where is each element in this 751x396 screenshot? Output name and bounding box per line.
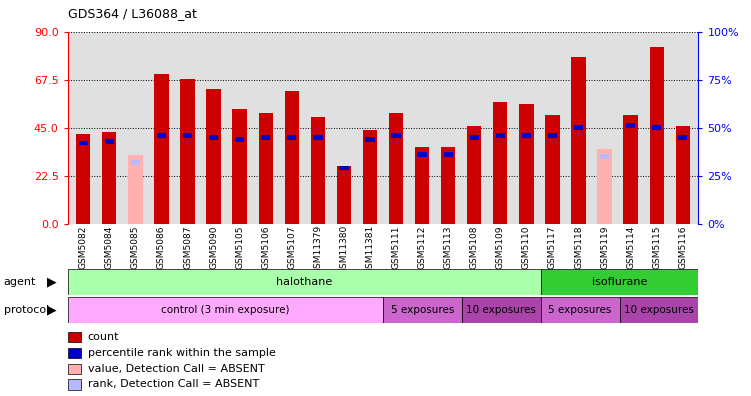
Bar (493, 102, 508, 224)
Bar (547, 133, 557, 138)
Bar (235, 137, 244, 142)
Bar (418, 152, 427, 157)
Bar (68, 332, 81, 342)
Bar (365, 137, 375, 142)
Bar (623, 115, 638, 224)
Bar (650, 47, 664, 224)
Text: 5 exposures: 5 exposures (391, 305, 454, 315)
Bar (287, 135, 297, 140)
Text: halothane: halothane (276, 277, 332, 287)
Bar (391, 133, 401, 138)
Bar (519, 104, 533, 224)
Bar (469, 135, 479, 140)
Bar (572, 57, 586, 224)
Bar (600, 154, 609, 159)
Text: 5 exposures: 5 exposures (548, 305, 612, 315)
Bar (626, 124, 635, 128)
Bar (313, 135, 322, 140)
Text: 10 exposures: 10 exposures (624, 305, 694, 315)
Text: ▶: ▶ (47, 276, 56, 289)
Text: rank, Detection Call = ABSENT: rank, Detection Call = ABSENT (88, 379, 259, 389)
Bar (182, 133, 192, 138)
Text: count: count (88, 332, 119, 342)
Bar (128, 156, 143, 224)
Bar (444, 152, 453, 157)
Bar (68, 269, 541, 295)
Bar (620, 297, 698, 323)
Bar (131, 160, 140, 165)
Bar (207, 89, 221, 224)
Text: 10 exposures: 10 exposures (466, 305, 536, 315)
Bar (652, 126, 662, 130)
Bar (383, 297, 462, 323)
Bar (68, 379, 81, 390)
Bar (68, 364, 81, 374)
Text: percentile rank within the sample: percentile rank within the sample (88, 348, 276, 358)
Bar (597, 149, 612, 224)
Bar (157, 133, 166, 138)
Text: value, Detection Call = ABSENT: value, Detection Call = ABSENT (88, 364, 264, 373)
Bar (336, 166, 351, 224)
Text: agent: agent (4, 277, 36, 287)
Bar (68, 297, 383, 323)
Bar (233, 109, 247, 224)
Bar (79, 141, 88, 145)
Bar (76, 134, 90, 224)
Bar (363, 130, 377, 224)
Bar (180, 79, 195, 224)
Bar (311, 117, 325, 224)
Bar (339, 166, 348, 170)
Bar (545, 115, 559, 224)
Bar (676, 126, 690, 224)
Bar (154, 74, 169, 224)
Bar (261, 135, 270, 140)
Bar (574, 126, 584, 130)
Bar (522, 133, 531, 138)
Bar (102, 132, 116, 224)
Bar (496, 133, 505, 138)
Bar (462, 297, 541, 323)
Text: isoflurane: isoflurane (592, 277, 647, 287)
Bar (209, 135, 219, 140)
Bar (541, 269, 698, 295)
Bar (415, 147, 430, 224)
Bar (104, 139, 114, 143)
Bar (389, 113, 403, 224)
Text: control (3 min exposure): control (3 min exposure) (161, 305, 290, 315)
Bar (68, 348, 81, 358)
Bar (678, 135, 687, 140)
Bar (541, 297, 620, 323)
Text: GDS364 / L36088_at: GDS364 / L36088_at (68, 7, 197, 20)
Bar (441, 147, 455, 224)
Bar (285, 91, 299, 224)
Bar (258, 113, 273, 224)
Bar (467, 126, 481, 224)
Text: protocol: protocol (4, 305, 49, 315)
Text: ▶: ▶ (47, 303, 56, 316)
